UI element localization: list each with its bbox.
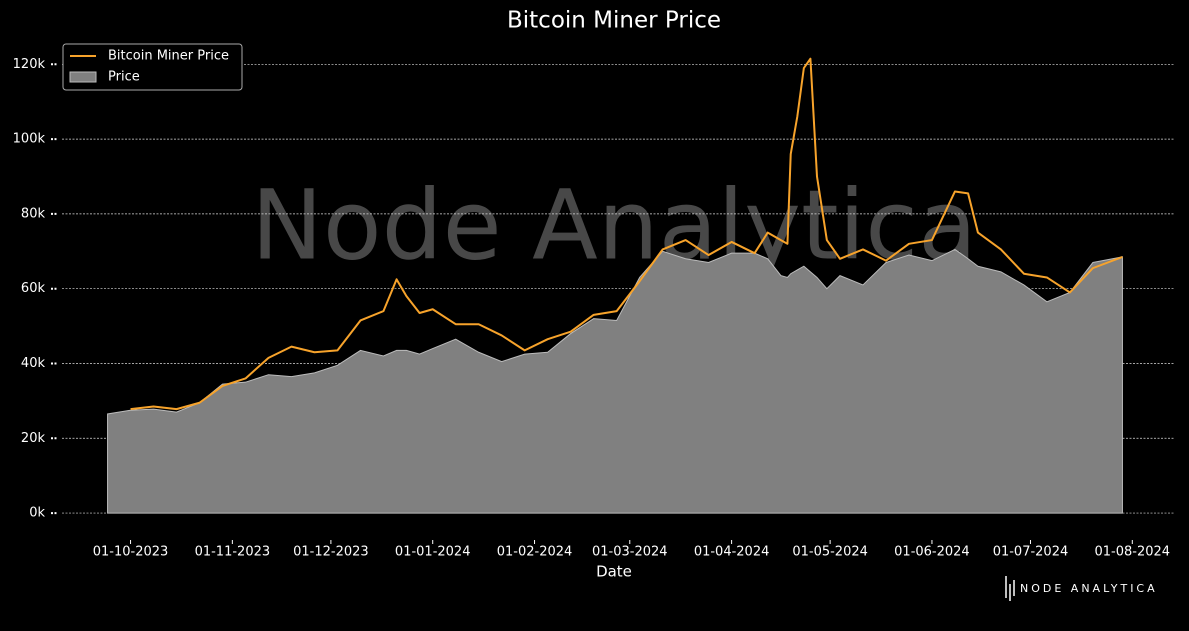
y-tick-label: 60k xyxy=(21,281,46,296)
x-tick-label: 01-07-2024 xyxy=(993,545,1069,560)
miner-price-line xyxy=(130,57,1123,411)
x-tick-label: 01-10-2023 xyxy=(93,545,169,560)
x-axis-label: Date xyxy=(596,563,632,581)
y-tick-label: 20k xyxy=(21,431,46,446)
y-tick-label: 120k xyxy=(13,57,46,72)
x-tick-label: 01-12-2023 xyxy=(293,545,369,560)
legend: Bitcoin Miner Price Price xyxy=(62,43,243,91)
y-tick-label: 40k xyxy=(21,356,46,371)
price-area xyxy=(107,248,1123,514)
x-tick-label: 01-03-2024 xyxy=(592,545,668,560)
x-tick-label: 01-01-2024 xyxy=(395,545,471,560)
y-tick-label: 0k xyxy=(29,506,45,521)
chart-title: Bitcoin Miner Price xyxy=(507,8,721,34)
x-tick-label: 01-11-2023 xyxy=(195,545,271,560)
legend-swatch xyxy=(69,71,97,83)
legend-label: Price xyxy=(108,70,140,85)
brand-logo xyxy=(1005,576,1015,601)
y-tick-label: 100k xyxy=(13,132,46,147)
legend-label: Bitcoin Miner Price xyxy=(108,49,229,64)
x-tick-label: 01-04-2024 xyxy=(694,545,770,560)
x-tick-label: 01-06-2024 xyxy=(894,545,970,560)
y-tick-label: 80k xyxy=(21,206,46,221)
legend-box xyxy=(62,43,243,91)
brand: NODE ANALYTICA xyxy=(1020,582,1158,595)
watermark: Node Analytica xyxy=(251,169,977,281)
x-tick-label: 01-02-2024 xyxy=(497,545,573,560)
x-tick-label: 01-05-2024 xyxy=(792,545,868,560)
x-tick-label: 01-08-2024 xyxy=(1095,545,1171,560)
